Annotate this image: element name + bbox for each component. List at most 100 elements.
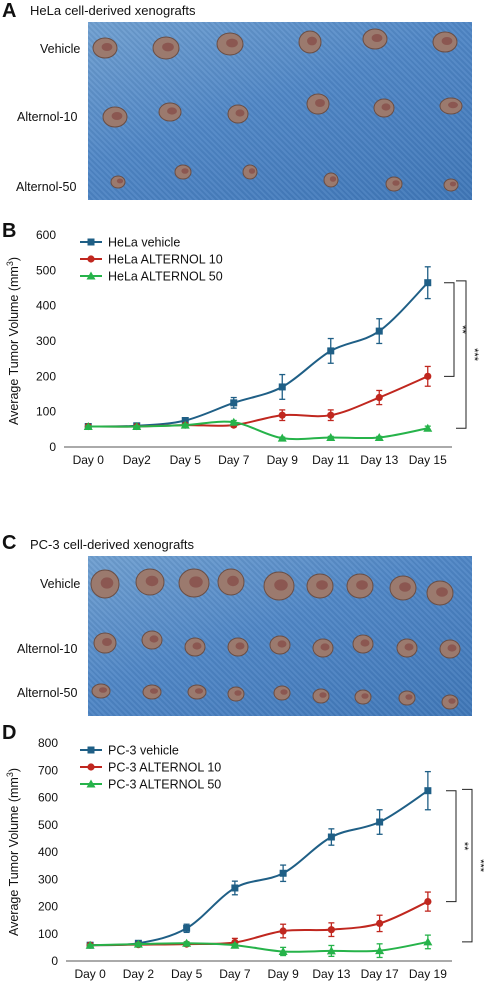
hela-xenograft-photo <box>88 22 472 200</box>
legend-label: PC-3 vehicle <box>108 744 179 758</box>
tumor-highlight <box>320 643 330 651</box>
data-point <box>133 939 143 948</box>
panel-a-letter: A <box>2 0 17 22</box>
row-label-alternol10-a: Alternol-10 <box>17 110 78 124</box>
tumor-highlight <box>189 576 203 588</box>
bracket-line <box>456 280 467 429</box>
tumor-highlight <box>405 694 413 700</box>
tumor-highlight <box>329 176 337 182</box>
tumor-highlight <box>98 687 108 693</box>
y-tick-label: 0 <box>49 440 56 454</box>
tumor-highlight <box>361 693 369 699</box>
y-tick-label: 400 <box>38 845 58 859</box>
tumor-highlight <box>100 577 114 589</box>
bracket-line <box>462 788 473 943</box>
y-axis-label: Average Tumor Volume (mm3) <box>5 768 21 936</box>
series-hela-vehicle <box>84 266 432 431</box>
significance-bracket-alternol10: ** <box>444 282 468 377</box>
significance-label: ** <box>456 325 468 334</box>
data-point <box>375 946 385 955</box>
x-tick-label: Day 0 <box>73 453 105 467</box>
x-tick-label: Day 11 <box>312 453 349 467</box>
y-tick-label: 100 <box>38 927 58 941</box>
tumor-highlight <box>111 112 123 120</box>
row-label-vehicle-a: Vehicle <box>40 42 81 56</box>
series-pc-3-alternol-50 <box>85 934 433 959</box>
tumor-highlight <box>404 643 414 651</box>
legend-swatch-marker <box>87 238 95 246</box>
hela-tumor-samples <box>92 28 463 192</box>
tumor-highlight <box>447 644 457 652</box>
data-point <box>279 927 287 935</box>
panel-a-title: HeLa cell-derived xenografts <box>30 3 196 18</box>
tumor-highlight <box>101 43 113 51</box>
data-point <box>85 940 95 949</box>
bracket-line <box>446 790 457 903</box>
tumor-highlight <box>192 642 202 650</box>
x-tick-label: Day 13 <box>360 453 398 467</box>
x-tick-label: Day 5 <box>171 967 203 981</box>
significance-label: ** <box>458 842 470 851</box>
tumor-highlight <box>392 180 400 186</box>
data-point <box>326 432 336 441</box>
x-tick-label: Day 19 <box>409 967 447 981</box>
tumor-highlight <box>399 582 411 592</box>
data-point <box>327 926 335 934</box>
data-point <box>278 411 286 419</box>
tumor-highlight <box>356 580 368 590</box>
data-point <box>326 946 336 955</box>
tumor-highlight <box>226 38 238 48</box>
x-tick-label: Day 13 <box>312 967 350 981</box>
tumor-highlight <box>149 635 159 643</box>
legend-label: HeLa vehicle <box>108 236 180 250</box>
hela-tumor-volume-chart: 0 100 200 300 400 500 600 Day 0 Day2 Day 5 Day 7 Da… <box>5 228 480 467</box>
y-tick-label: 500 <box>38 818 58 832</box>
tumor-highlight <box>227 575 239 587</box>
tumor-highlight <box>381 103 391 111</box>
data-point <box>182 938 192 947</box>
tumor-highlight <box>448 698 456 704</box>
significance-bracket-alternol50: *** <box>456 280 480 429</box>
tumor-highlight <box>316 580 328 590</box>
pc3-tumor-volume-chart: 0 100 200 300 400 500 600 700 800 Day 0 Day 2 Day 5… <box>5 736 484 981</box>
significance-label: *** <box>468 348 480 362</box>
legend-swatch-marker <box>86 779 96 788</box>
tumor-highlight <box>194 688 204 694</box>
panel-b-letter: B <box>2 220 17 242</box>
row-label-alternol10-c: Alternol-10 <box>17 642 78 656</box>
data-point <box>327 411 335 419</box>
tumor-highlight <box>319 692 327 698</box>
panel-d-letter: D <box>2 722 17 744</box>
legend-swatch-marker <box>86 271 96 280</box>
legend-swatch-marker <box>87 255 95 263</box>
significance-label: *** <box>474 859 484 873</box>
data-point <box>230 940 240 949</box>
data-point <box>231 884 239 892</box>
data-point <box>327 833 335 841</box>
data-point <box>278 383 286 391</box>
series-line <box>88 420 428 441</box>
y-tick-label: 200 <box>36 369 56 383</box>
tumor-highlight <box>234 690 242 696</box>
data-point <box>183 924 191 932</box>
y-tick-label: 200 <box>38 900 58 914</box>
panel-c-letter: C <box>2 532 17 554</box>
y-axis-label: Average Tumor Volume (mm3) <box>5 257 21 425</box>
data-point <box>83 422 93 431</box>
series-line <box>90 940 429 953</box>
y-tick-label: 300 <box>36 334 56 348</box>
tumor-highlight <box>181 168 189 174</box>
data-point <box>375 393 383 402</box>
tumor-highlight <box>116 178 124 184</box>
row-label-alternol50-c: Alternol-50 <box>17 686 78 700</box>
significance-bracket-alternol10: ** <box>446 790 470 903</box>
x-tick-label: Day 0 <box>74 967 106 981</box>
series-hela-alternol-50 <box>83 417 433 442</box>
data-point <box>424 897 432 906</box>
x-tick-label: Day 9 <box>267 967 299 981</box>
tumor-highlight <box>448 101 458 109</box>
tumor-highlight <box>441 37 453 45</box>
series-hela-alternol-10 <box>84 365 432 431</box>
pc3-tumor-samples <box>90 568 461 710</box>
y-tick-label: 500 <box>36 263 56 277</box>
